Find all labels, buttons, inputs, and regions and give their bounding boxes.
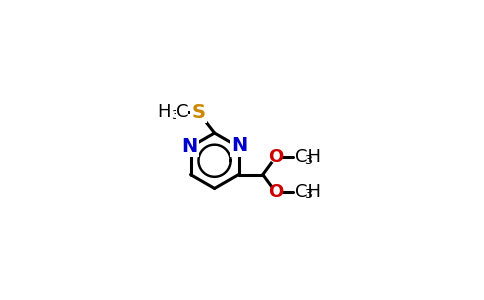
Text: 3: 3: [303, 154, 312, 166]
Text: H: H: [157, 103, 171, 121]
Text: 3: 3: [303, 188, 312, 201]
Text: CH: CH: [295, 183, 321, 201]
Text: O: O: [268, 148, 283, 166]
Text: CH: CH: [295, 148, 321, 166]
Circle shape: [271, 152, 281, 162]
Text: N: N: [231, 136, 248, 155]
Text: C: C: [176, 103, 188, 121]
Text: 3: 3: [171, 109, 179, 122]
Circle shape: [271, 187, 281, 197]
Text: O: O: [268, 183, 283, 201]
Text: N: N: [182, 137, 197, 156]
Text: S: S: [191, 103, 205, 122]
